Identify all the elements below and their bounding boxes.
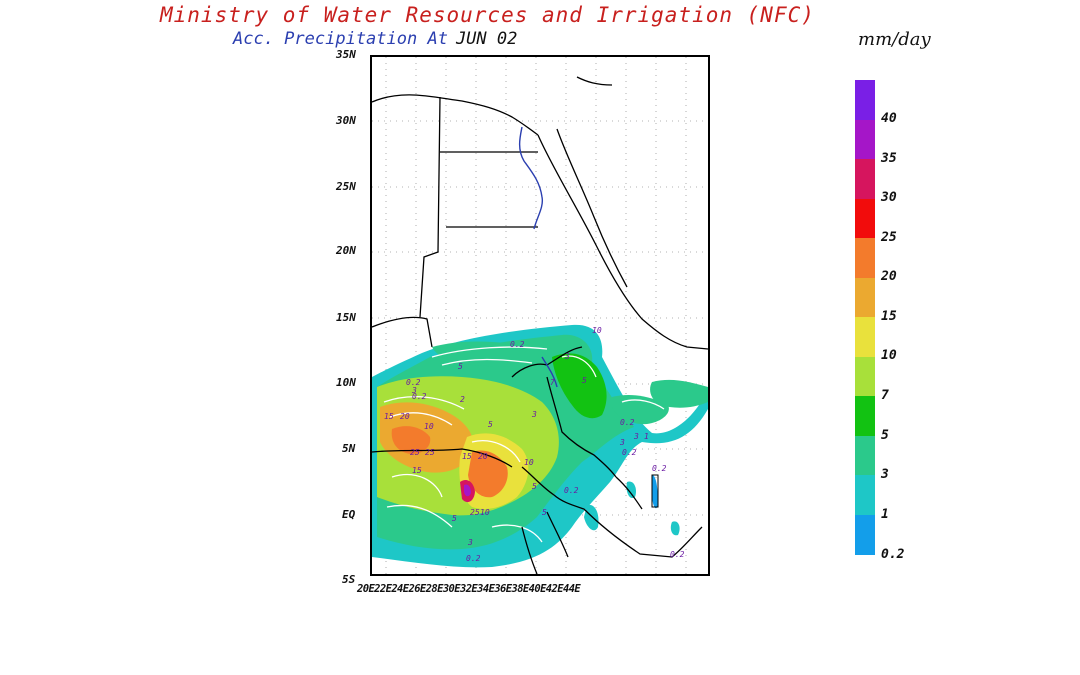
contour-label: 5 [488,420,493,429]
lat-label-5n: 5N [342,442,356,455]
contour-label: 3 [531,410,537,419]
map-canvas: 0.2 10 3 5 0.2 3 5 0.2 2 7 15 20 10 5 3 … [372,57,708,574]
contour-value-labels: 0.2 10 3 5 0.2 3 5 0.2 2 7 15 20 10 5 3 … [384,326,685,563]
forecast-date: JUN 02 [455,29,518,49]
contour-label: 20 [400,412,410,421]
contour-label: 5 [542,508,547,517]
legend-swatch-3 [855,436,875,475]
map-subtitle: Acc. Precipitation At JUN 02 [233,29,517,49]
contour-lines [383,346,665,543]
contour-label: 7 [550,378,555,387]
contour-label: 0.2 [406,378,421,387]
contour-label: 0.2 [412,392,427,401]
contour-label: 1 [644,432,649,441]
legend-colorbar [855,80,875,555]
contour-label: 0.2 [652,464,667,473]
contour-label: 10 [592,326,602,335]
precipitation-map: 0.2 10 3 5 0.2 3 5 0.2 2 7 15 20 10 5 3 … [370,55,710,576]
contour-label: 3 [619,438,625,447]
lat-label-25n: 25N [336,180,356,193]
page-title: Ministry of Water Resources and Irrigati… [160,3,815,27]
contour-label: 0.2 [564,486,579,495]
contour-label: 15 [412,466,422,475]
legend-label-30: 30 [881,190,897,205]
contour-label: 5 [582,376,587,385]
contour-label: 0.2 [622,448,637,457]
legend-label-10: 10 [881,348,897,363]
nile-upper [541,356,558,388]
contour-label: 0.2 [670,550,685,559]
lat-label-10n: 10N [336,376,356,389]
legend-label-20: 20 [881,269,897,284]
contour-label: 0.2 [510,340,525,349]
legend-swatch-15 [855,278,875,317]
contour-label: 3 [467,538,473,547]
legend-swatch-35 [855,120,875,159]
legend-label-0-2: 0.2 [881,547,905,562]
contour-label: 3 [564,352,570,361]
precipitation-field [372,324,708,568]
contour-label: 25 [425,448,435,457]
contour-label: 25 [410,448,420,457]
contour-label: 0.2 [620,418,635,427]
lat-label-35n: 35N [336,48,356,61]
contour-label: 2 [460,395,465,404]
subtitle-label: Acc. Precipitation At [233,29,448,49]
nile-river [518,126,544,230]
contour-label: 0.2 [466,554,481,563]
legend-label-1: 1 [881,507,889,522]
lat-label-30n: 30N [336,114,356,127]
legend-swatch-10 [855,317,875,357]
legend-swatch-5 [855,396,875,436]
legend-label-3: 3 [881,467,889,482]
contour-label: 5 [452,514,457,523]
lat-label-5s: 5S [342,573,356,586]
contour-label: 10 [424,422,434,431]
contour-label: 25 [470,508,480,517]
coastline-detail [651,474,659,508]
contour-label: 20 [478,452,488,461]
contour-label: 5 [532,482,537,491]
contour-label: 10 [524,458,534,467]
legend-label-40: 40 [881,111,897,126]
lat-label-eq: EQ [342,508,356,521]
contour-label: 3 [633,432,639,441]
lat-label-20n: 20N [336,244,356,257]
legend-swatch-7 [855,357,875,396]
legend-swatch-40 [855,80,875,120]
contour-label: 10 [480,508,490,517]
legend-swatch-25 [855,199,875,238]
lat-label-15n: 15N [336,311,356,324]
legend-label-7: 7 [881,388,889,403]
contour-label: 15 [462,452,472,461]
legend-label-5: 5 [881,428,889,443]
legend-swatch-0-2 [855,515,875,555]
contour-label: 3 [411,386,417,395]
legend-swatch-20 [855,238,875,278]
legend-swatch-30 [855,159,875,199]
legend-label-25: 25 [881,230,897,245]
units-label: mm/day [858,29,931,50]
contour-label: 15 [384,412,394,421]
legend-swatch-1 [855,475,875,515]
contour-label: 5 [458,362,463,371]
legend-label-15: 15 [881,309,897,324]
legend-label-35: 35 [881,151,897,166]
longitude-labels: 20E22E24E26E28E30E32E34E36E38E40E42E44E [357,583,581,595]
